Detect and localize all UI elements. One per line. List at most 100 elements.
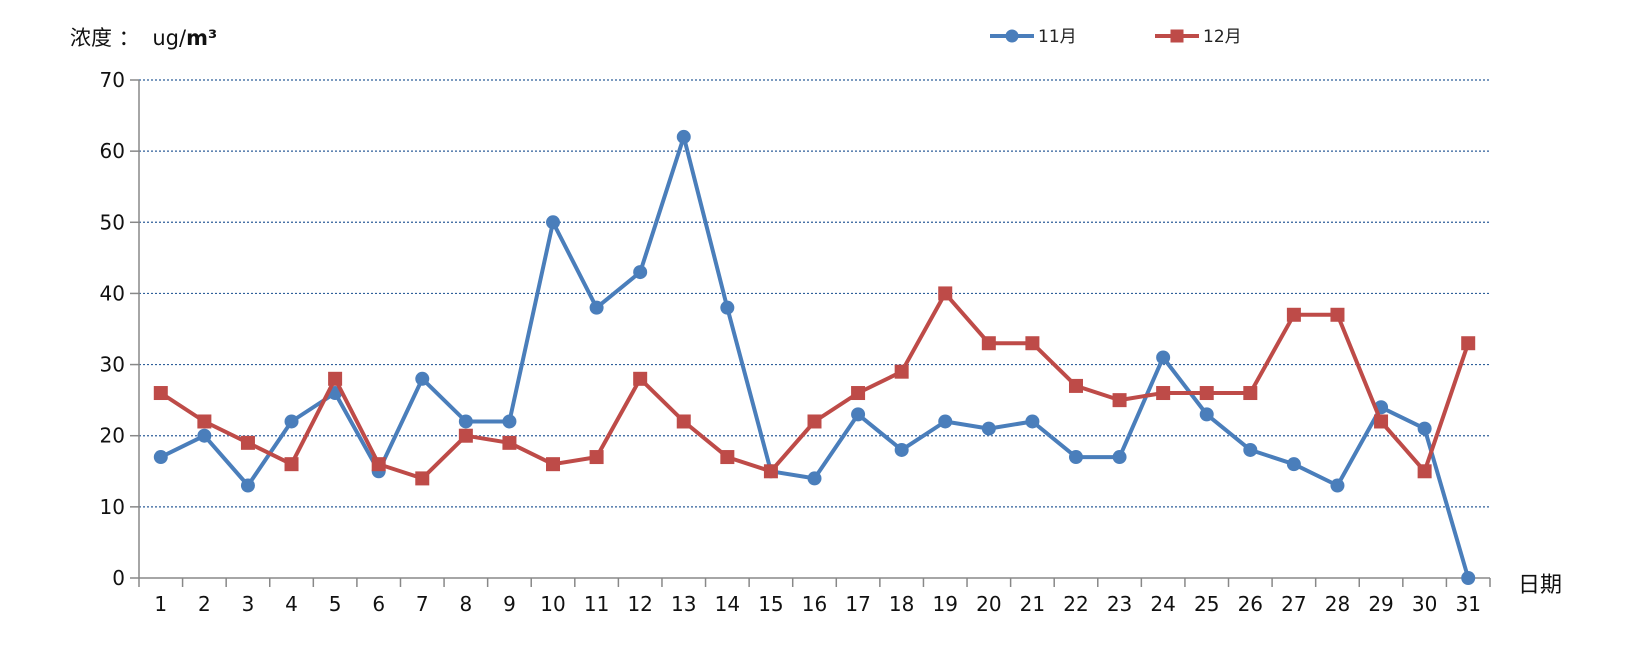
x-tick-label-1: 1 — [154, 592, 167, 616]
x-tick-label-14: 14 — [715, 592, 740, 616]
x-tick-label-24: 24 — [1150, 592, 1175, 616]
x-tick-label-13: 13 — [671, 592, 696, 616]
data-point-2-9 — [502, 435, 517, 450]
x-tick-label-29: 29 — [1368, 592, 1393, 616]
data-point-1-18 — [894, 442, 909, 457]
x-tick-label-9: 9 — [503, 592, 516, 616]
data-point-1-11 — [589, 300, 604, 315]
x-tick-label-19: 19 — [933, 592, 958, 616]
y-axis-unit-light: ug/ — [152, 26, 187, 50]
data-point-2-6 — [371, 457, 386, 472]
data-point-1-17 — [851, 407, 866, 422]
x-tick-label-6: 6 — [372, 592, 385, 616]
x-tick-label-16: 16 — [802, 592, 827, 616]
data-point-2-29 — [1374, 414, 1389, 429]
legend-marker-1 — [1005, 29, 1019, 43]
y-tick-label-30: 30 — [100, 353, 125, 377]
data-point-2-27 — [1286, 307, 1301, 322]
x-tick-label-8: 8 — [459, 592, 472, 616]
series-1 — [153, 129, 1476, 585]
y-tick-label-50: 50 — [100, 210, 125, 234]
x-tick-label-17: 17 — [845, 592, 870, 616]
data-point-1-20 — [981, 421, 996, 436]
data-point-1-21 — [1025, 414, 1040, 429]
data-point-1-25 — [1199, 407, 1214, 422]
x-tick-label-15: 15 — [758, 592, 783, 616]
data-point-1-9 — [502, 414, 517, 429]
x-tick-label-3: 3 — [242, 592, 255, 616]
data-point-2-17 — [851, 386, 866, 401]
data-point-2-7 — [415, 471, 430, 486]
y-tick-label-40: 40 — [100, 281, 125, 305]
x-tick-label-18: 18 — [889, 592, 914, 616]
x-axis-title: 日期 — [1518, 573, 1562, 598]
data-point-1-31 — [1461, 571, 1476, 585]
x-tick-label-21: 21 — [1020, 592, 1045, 616]
x-tick-label-31: 31 — [1455, 592, 1480, 616]
y-tick-label-70: 70 — [100, 68, 125, 92]
x-tick-label-4: 4 — [285, 592, 298, 616]
series-2 — [153, 286, 1476, 486]
y-tick-label-10: 10 — [100, 495, 125, 519]
y-axis-unit-label: 浓度 ： ug/m³ — [70, 26, 217, 50]
legend: 11月 12月 — [990, 27, 1242, 47]
series-lines — [153, 129, 1476, 585]
data-point-1-16 — [807, 471, 822, 486]
data-point-2-4 — [284, 457, 299, 472]
y-tick-label-60: 60 — [100, 139, 125, 163]
y-tick-label-20: 20 — [100, 424, 125, 448]
x-tick-label-27: 27 — [1281, 592, 1306, 616]
data-point-2-22 — [1068, 378, 1083, 393]
data-point-2-18 — [894, 364, 909, 379]
data-point-1-12 — [633, 265, 648, 280]
data-point-2-13 — [676, 414, 691, 429]
data-point-2-21 — [1025, 336, 1040, 351]
x-tick-label-12: 12 — [627, 592, 652, 616]
series-line-2 — [158, 291, 1471, 481]
data-point-2-2 — [197, 414, 212, 429]
data-point-1-19 — [938, 414, 953, 429]
legend-marker-2 — [1170, 29, 1184, 43]
legend-label-2: 12月 — [1203, 27, 1242, 47]
legend-label-1: 11月 — [1038, 27, 1077, 47]
data-point-2-5 — [328, 371, 343, 386]
data-point-2-8 — [458, 428, 473, 443]
x-tick-label-22: 22 — [1063, 592, 1088, 616]
y-tick-label-0: 0 — [112, 566, 125, 590]
data-point-2-19 — [938, 286, 953, 301]
y-axis-unit-bold: m³ — [186, 26, 217, 50]
data-point-2-10 — [546, 457, 561, 472]
x-tick-label-26: 26 — [1238, 592, 1263, 616]
data-point-2-14 — [720, 450, 735, 465]
data-point-1-3 — [240, 478, 255, 493]
axes — [130, 79, 1491, 587]
data-point-2-31 — [1461, 336, 1476, 351]
data-point-1-4 — [284, 414, 299, 429]
data-point-2-25 — [1199, 386, 1214, 401]
data-point-1-13 — [676, 129, 691, 144]
data-point-2-26 — [1243, 386, 1258, 401]
x-tick-label-23: 23 — [1107, 592, 1132, 616]
data-point-1-7 — [415, 371, 430, 386]
x-tick-label-20: 20 — [976, 592, 1001, 616]
data-point-2-30 — [1417, 464, 1432, 479]
x-tick-label-10: 10 — [540, 592, 565, 616]
data-point-2-12 — [633, 371, 648, 386]
x-tick-label-30: 30 — [1412, 592, 1437, 616]
data-point-1-22 — [1068, 450, 1083, 465]
data-point-2-1 — [153, 386, 168, 401]
data-point-2-16 — [807, 414, 822, 429]
x-tick-label-5: 5 — [329, 592, 342, 616]
x-tick-label-11: 11 — [584, 592, 609, 616]
data-point-1-8 — [458, 414, 473, 429]
data-point-1-10 — [546, 215, 561, 230]
gridlines — [139, 79, 1490, 508]
data-point-2-3 — [240, 435, 255, 450]
data-point-1-24 — [1156, 350, 1171, 365]
x-tick-label-2: 2 — [198, 592, 211, 616]
y-axis-unit-prefix: 浓度 ： — [70, 26, 140, 50]
data-point-1-1 — [153, 450, 168, 465]
